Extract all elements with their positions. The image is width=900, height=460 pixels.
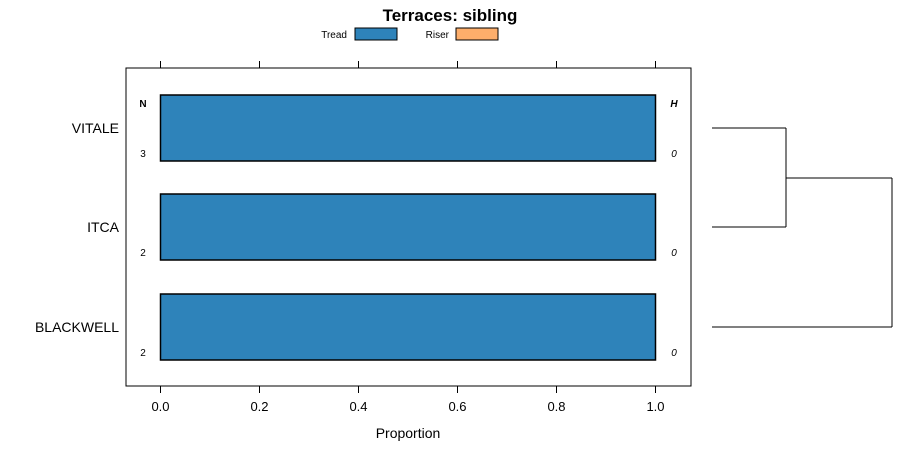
legend-label-riser: Riser [426, 30, 450, 41]
bars [159, 94, 657, 361]
h-value: 0 [671, 348, 677, 359]
legend: Tread Riser [321, 27, 499, 41]
h-column: 0 0 0 [671, 149, 677, 359]
bar-tread-itca [159, 193, 657, 261]
category-label: ITCA [87, 219, 120, 235]
h-value: 0 [671, 149, 677, 160]
n-value: 2 [140, 248, 146, 259]
x-tick-label: 0.6 [448, 399, 466, 414]
n-value: 2 [140, 348, 146, 359]
dendrogram [712, 127, 893, 328]
plot-panel [125, 67, 692, 387]
top-axis-ticks [160, 61, 656, 68]
x-tick-label: 1.0 [646, 399, 664, 414]
h-column-header: H [670, 99, 678, 110]
legend-label-tread: Tread [321, 30, 347, 41]
category-labels: VITALE ITCA BLACKWELL [35, 120, 120, 335]
chart-title: Terraces: sibling [383, 6, 518, 25]
legend-swatch-riser [455, 27, 499, 41]
n-column-header: N [139, 99, 146, 110]
h-value: 0 [671, 248, 677, 259]
bar-tread-vitale [159, 94, 657, 162]
category-label: BLACKWELL [35, 319, 119, 335]
x-tick-label: 0.4 [349, 399, 367, 414]
n-column: 3 2 2 [140, 149, 146, 359]
n-value: 3 [140, 149, 146, 160]
category-label: VITALE [72, 120, 119, 136]
legend-swatch-tread [354, 27, 398, 41]
x-axis: 0.0 0.2 0.4 0.6 0.8 1.0 [151, 386, 665, 414]
x-tick-label: 0.8 [547, 399, 565, 414]
bar-tread-blackwell [159, 293, 657, 361]
x-axis-label: Proportion [376, 425, 441, 441]
x-tick-label: 0.2 [250, 399, 268, 414]
x-tick-label: 0.0 [151, 399, 169, 414]
